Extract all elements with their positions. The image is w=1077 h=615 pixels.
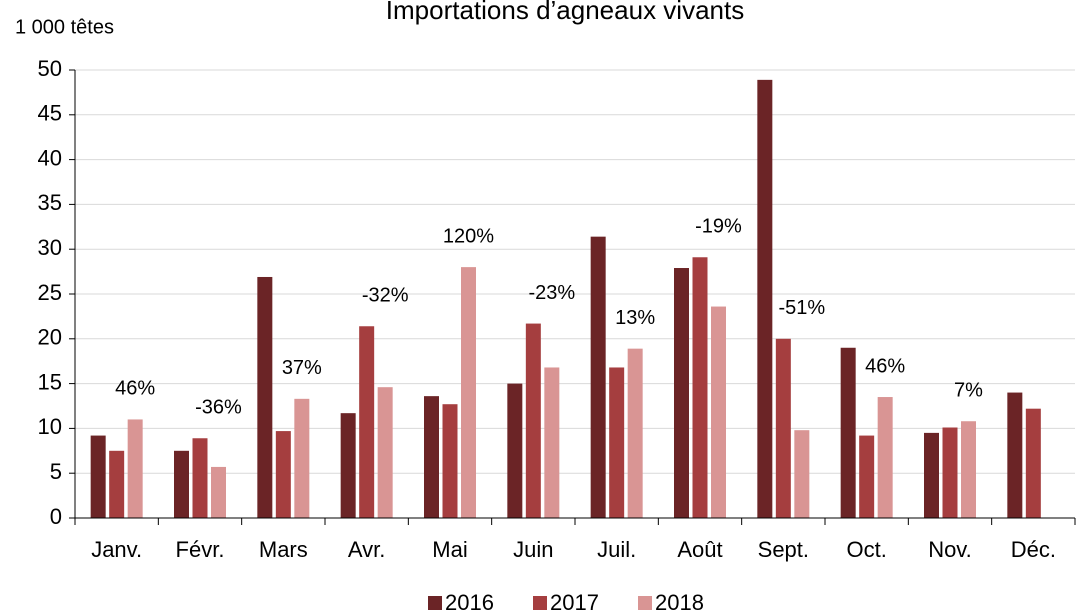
x-tick-label: Mai <box>432 537 467 562</box>
x-tick-label: Oct. <box>846 537 886 562</box>
bar <box>1007 392 1023 518</box>
bar <box>442 404 458 518</box>
bar <box>544 367 560 518</box>
bar <box>859 435 875 518</box>
annotation: -36% <box>195 397 242 419</box>
y-tick-label: 5 <box>50 459 62 484</box>
x-tick-label: Janv. <box>91 537 142 562</box>
y-tick-label: 0 <box>50 504 62 529</box>
annotation: -32% <box>362 285 409 307</box>
bar <box>711 306 726 518</box>
y-tick-label: 10 <box>38 414 62 439</box>
bar <box>775 338 791 518</box>
bar <box>109 450 125 518</box>
bar <box>507 383 523 518</box>
y-tick-label: 40 <box>38 145 62 170</box>
y-axis-label: 1 000 têtes <box>15 16 114 38</box>
annotation: 37% <box>282 357 322 379</box>
bar <box>590 236 606 518</box>
bar <box>525 323 541 518</box>
bar <box>942 427 958 518</box>
x-tick-label: Sept. <box>758 537 809 562</box>
annotation: -19% <box>695 216 742 238</box>
y-tick-label: 20 <box>38 325 62 350</box>
bar <box>757 79 773 518</box>
bar <box>924 432 939 518</box>
bar <box>877 397 893 518</box>
bar <box>127 419 143 518</box>
y-tick-label: 35 <box>38 190 62 215</box>
bar <box>424 396 439 518</box>
bar <box>211 466 226 518</box>
bar <box>257 276 273 518</box>
annotation: 120% <box>443 225 494 247</box>
bar <box>627 348 643 518</box>
annotation: 46% <box>115 378 155 400</box>
annotation: 13% <box>615 307 655 329</box>
bar <box>359 326 375 518</box>
y-tick-label: 50 <box>38 56 62 81</box>
y-tick-label: 30 <box>38 235 62 260</box>
bar <box>340 413 356 518</box>
legend-swatch <box>533 596 547 610</box>
legend-swatch <box>428 596 442 610</box>
chart-title: Importations d’agneaux vivants <box>386 0 744 25</box>
bar <box>377 387 393 518</box>
bar <box>794 430 810 518</box>
x-tick-label: Juil. <box>597 537 636 562</box>
annotation: -51% <box>778 297 825 319</box>
x-tick-label: Avr. <box>348 537 386 562</box>
legend-swatch <box>638 596 652 610</box>
annotation: -23% <box>528 282 575 304</box>
bar <box>1025 408 1041 518</box>
bar <box>192 438 208 518</box>
bar <box>174 450 189 518</box>
x-tick-label: Juin <box>513 537 553 562</box>
y-tick-label: 15 <box>38 369 62 394</box>
annotation: 46% <box>865 355 905 377</box>
bar <box>674 268 689 518</box>
bar <box>294 398 310 518</box>
y-tick-label: 45 <box>38 101 62 126</box>
bar <box>840 347 856 518</box>
bar <box>609 367 625 518</box>
legend-label: 2018 <box>655 590 704 615</box>
legend-label: 2016 <box>445 590 494 615</box>
legend-label: 2017 <box>550 590 599 615</box>
x-tick-label: Déc. <box>1011 537 1056 562</box>
x-tick-label: Août <box>677 537 722 562</box>
bar <box>692 257 708 518</box>
x-tick-label: Nov. <box>928 537 972 562</box>
x-tick-label: Févr. <box>176 537 225 562</box>
bar <box>461 267 476 518</box>
x-tick-label: Mars <box>259 537 308 562</box>
y-tick-label: 25 <box>38 280 62 305</box>
bar <box>275 431 291 518</box>
bar <box>961 421 976 518</box>
bar <box>90 435 106 518</box>
annotation: 7% <box>954 380 983 402</box>
